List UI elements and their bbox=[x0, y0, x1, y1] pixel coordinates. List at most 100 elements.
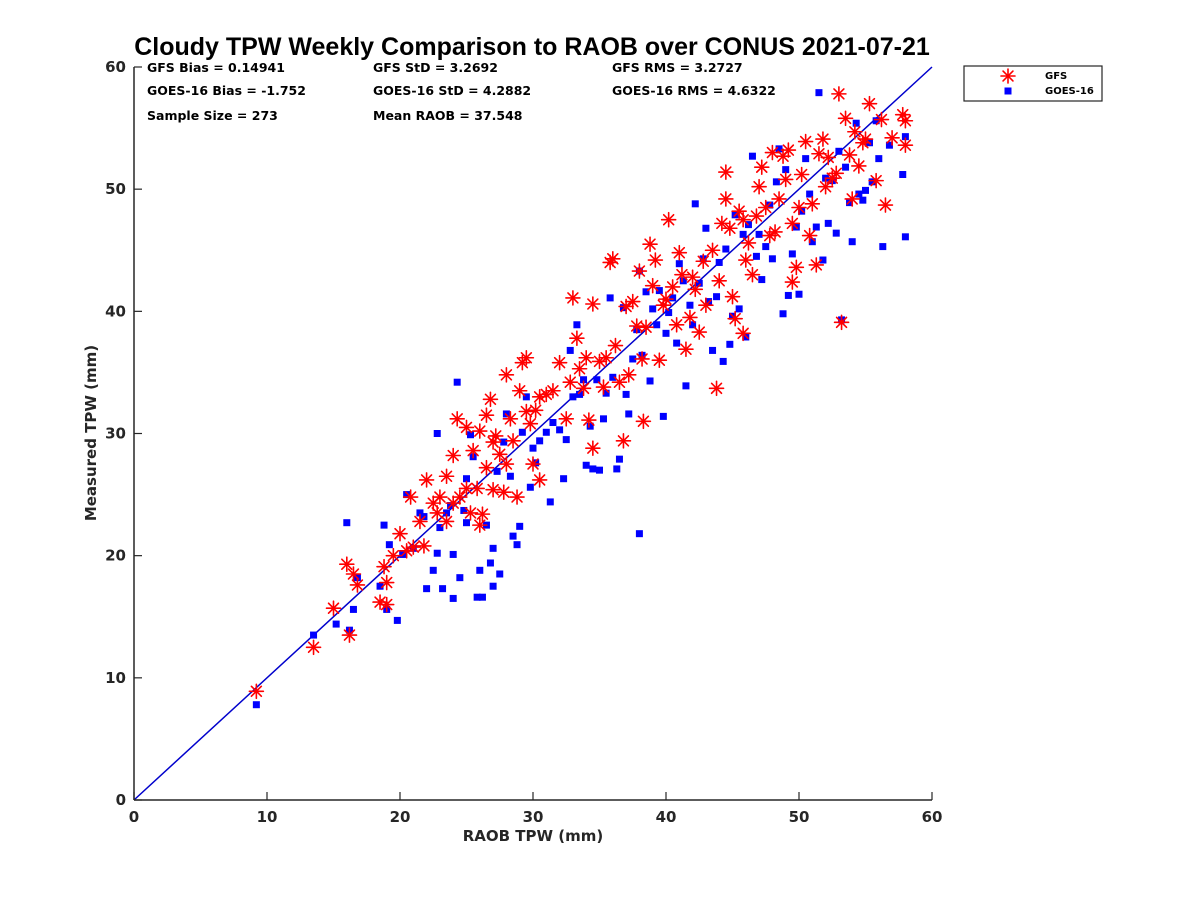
gfs-point bbox=[628, 318, 645, 334]
gfs-point bbox=[847, 123, 863, 140]
gfs-point bbox=[664, 279, 681, 295]
goes16-point bbox=[722, 245, 730, 253]
goes16-point bbox=[443, 509, 451, 517]
gfs-point bbox=[788, 259, 805, 276]
goes16-point bbox=[802, 155, 810, 163]
gfs-point bbox=[465, 442, 481, 459]
gfs-point bbox=[708, 380, 725, 397]
goes16-point bbox=[589, 465, 597, 473]
gfs-point bbox=[894, 106, 911, 123]
gfs-point bbox=[764, 144, 781, 161]
goes16-point bbox=[522, 393, 530, 401]
gfs-point bbox=[569, 330, 585, 347]
gfs-point bbox=[877, 197, 894, 213]
stat-goes-bias: GOES-16 Bias = -1.752 bbox=[147, 83, 306, 98]
gfs-point bbox=[851, 158, 867, 174]
goes16-point bbox=[586, 422, 594, 430]
goes16-points-layer bbox=[252, 89, 909, 709]
goes16-point bbox=[416, 509, 424, 517]
stat-gfs-rms: GFS RMS = 3.2727 bbox=[612, 60, 743, 75]
goes16-point bbox=[659, 412, 667, 420]
goes16-point bbox=[536, 437, 544, 445]
goes16-point bbox=[506, 472, 514, 480]
gfs-point bbox=[485, 481, 501, 498]
gfs-point bbox=[509, 489, 525, 505]
gfs-point bbox=[620, 367, 637, 383]
gfs-point bbox=[445, 447, 462, 464]
goes16-point bbox=[669, 294, 677, 302]
gfs-point bbox=[780, 142, 797, 158]
gfs-point bbox=[884, 130, 900, 146]
goes16-point bbox=[715, 258, 723, 266]
one-to-one-line bbox=[133, 66, 933, 801]
goes16-point bbox=[456, 574, 464, 582]
gfs-point bbox=[784, 215, 801, 232]
goes16-point bbox=[649, 305, 657, 313]
goes16-point bbox=[403, 491, 411, 499]
goes16-point bbox=[868, 178, 876, 186]
goes16-point bbox=[629, 355, 637, 363]
goes16-point bbox=[493, 467, 501, 475]
goes16-point bbox=[788, 250, 796, 258]
goes16-point bbox=[812, 223, 820, 231]
goes16-point bbox=[768, 255, 776, 263]
goes16-point bbox=[489, 582, 497, 590]
gfs-point bbox=[416, 538, 432, 554]
gfs-point bbox=[604, 251, 621, 267]
goes16-point bbox=[463, 475, 470, 483]
gfs-point bbox=[668, 316, 685, 333]
goes16-point bbox=[310, 631, 318, 639]
gfs-point bbox=[418, 472, 435, 488]
goes16-point bbox=[433, 430, 441, 437]
gfs-point bbox=[695, 253, 712, 270]
gfs-point bbox=[831, 86, 847, 102]
gfs-point bbox=[817, 178, 834, 195]
gfs-point bbox=[345, 566, 362, 582]
goes16-point bbox=[885, 141, 893, 149]
gfs-point bbox=[897, 112, 914, 129]
goes16-point bbox=[573, 321, 581, 329]
stat-goes-std: GOES-16 StD = 4.2882 bbox=[373, 83, 531, 98]
goes16-point bbox=[478, 593, 486, 601]
reference-line-layer bbox=[133, 66, 933, 801]
goes16-point bbox=[806, 190, 814, 198]
goes16-point bbox=[815, 89, 823, 97]
stat-goes-rms: GOES-16 RMS = 4.6322 bbox=[612, 83, 776, 98]
y-tick-label: 30 bbox=[105, 425, 126, 443]
gfs-point bbox=[660, 211, 677, 228]
goes16-point bbox=[642, 288, 650, 296]
goes16-point bbox=[775, 145, 783, 153]
gfs-point bbox=[462, 505, 479, 521]
gfs-point bbox=[305, 639, 322, 656]
gfs-point bbox=[635, 413, 652, 430]
goes16-point bbox=[496, 570, 504, 578]
gfs-point bbox=[634, 351, 650, 367]
goes16-point bbox=[460, 506, 468, 514]
goes16-point bbox=[576, 390, 584, 398]
x-axis-label: RAOB TPW (mm) bbox=[463, 827, 604, 845]
gfs-point bbox=[585, 440, 601, 456]
goes16-point bbox=[376, 582, 384, 590]
gfs-point bbox=[595, 379, 612, 395]
goes16-point bbox=[682, 382, 690, 390]
goes16-point bbox=[766, 201, 774, 209]
goes16-point bbox=[879, 243, 887, 251]
goes16-point bbox=[679, 277, 687, 285]
y-ticks: 0 10 20 30 40 50 60 bbox=[105, 58, 142, 809]
gfs-point bbox=[525, 456, 541, 472]
goes16-point bbox=[476, 566, 484, 574]
goes16-point bbox=[423, 585, 431, 593]
gfs-point bbox=[607, 337, 624, 354]
x-tick-label: 0 bbox=[129, 808, 139, 826]
stats-block: GFS Bias = 0.14941 GFS StD = 3.2692 GFS … bbox=[147, 60, 776, 123]
gfs-point bbox=[808, 257, 825, 273]
x-tick-label: 20 bbox=[390, 808, 411, 826]
goes16-point bbox=[782, 166, 790, 174]
stat-mean-raob: Mean RAOB = 37.548 bbox=[373, 108, 522, 123]
goes16-point bbox=[486, 559, 494, 567]
goes16-point bbox=[466, 431, 474, 439]
gfs-point bbox=[325, 600, 342, 616]
gfs-point bbox=[658, 291, 674, 307]
gfs-point bbox=[718, 191, 734, 207]
gfs-point bbox=[438, 513, 455, 530]
